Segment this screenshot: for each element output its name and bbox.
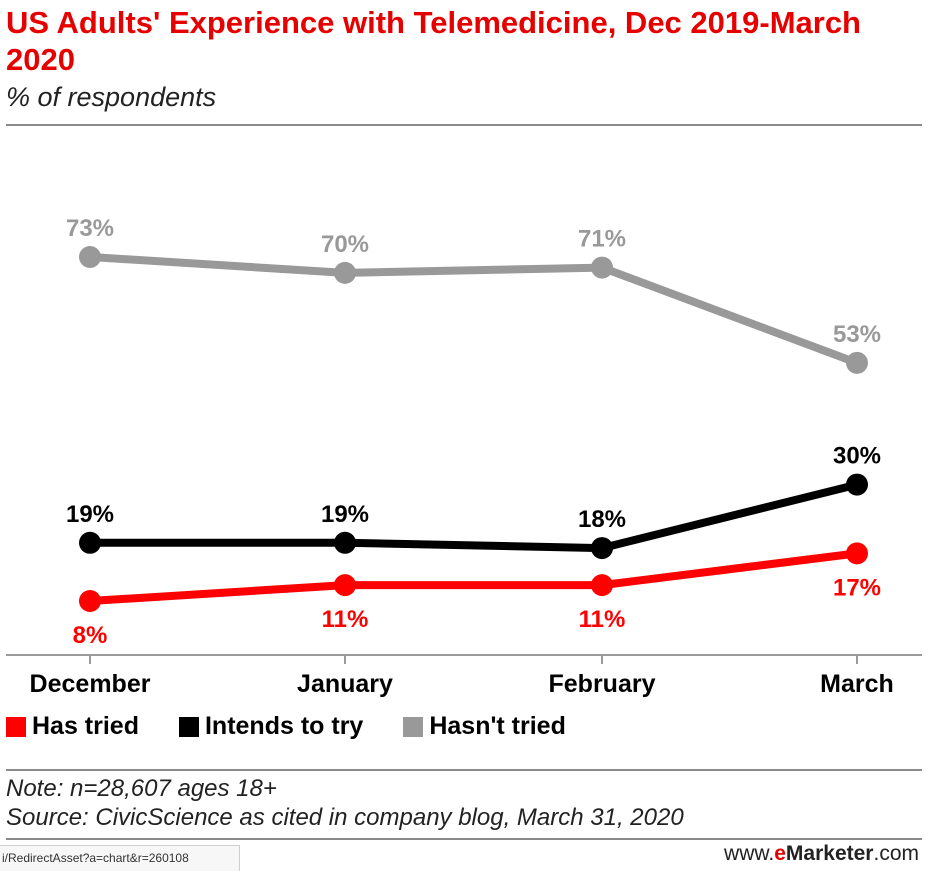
chart-title: US Adults' Experience with Telemedicine,… [6, 5, 861, 77]
chart-notes: Note: n=28,607 ages 18+ Source: CivicSci… [6, 774, 684, 832]
line-chart: December January February March 73% 70% 71% 53%… [6, 215, 922, 698]
data-label-intends-to-try-december: 19% [66, 501, 114, 528]
bottom-divider [6, 838, 922, 840]
series-line-intends-to-try [86, 480, 861, 553]
data-label-has-tried-january: 11% [322, 606, 369, 633]
x-tick-label-january: January [297, 670, 393, 698]
x-tick-label-march: March [820, 670, 894, 698]
data-label-intends-to-try-march: 30% [833, 443, 881, 470]
point-intends-to-try-march [846, 473, 868, 496]
x-tick-label-february: February [549, 670, 656, 698]
series-line-hasn-t-tried [86, 253, 861, 367]
series-line-has-tried [86, 549, 861, 605]
point-hasn-t-tried-january [334, 261, 356, 284]
logo-suffix: .com [873, 842, 919, 865]
point-intends-to-try-december [79, 531, 101, 554]
point-has-tried-december [79, 590, 101, 612]
source-text: Source: CivicScience as cited in company… [6, 804, 684, 831]
chart-subtitle: % of respondents [6, 82, 217, 112]
emarketer-logo: www.eMarketer.com [724, 842, 919, 866]
legend-swatch-hasnt-tried [403, 716, 424, 737]
point-has-tried-march [846, 542, 868, 565]
data-label-intends-to-try-january: 19% [321, 501, 369, 528]
logo-e: e [774, 842, 786, 865]
legend-swatch-has-tried [6, 716, 26, 737]
point-hasn-t-tried-february [591, 256, 613, 279]
x-tick-label-december: December [30, 670, 151, 698]
legend-swatch-intends-to-try [178, 716, 199, 737]
data-label-hasn-t-tried-february: 71% [578, 226, 626, 253]
top-divider [6, 124, 922, 126]
data-label-has-tried-february: 11% [579, 606, 626, 633]
logo-name: Marketer [785, 842, 874, 865]
legend-item-intends-to-try: Intends to try [178, 712, 364, 741]
logo-www: www. [724, 842, 775, 865]
point-has-tried-january [334, 574, 356, 597]
note-text: Note: n=28,607 ages 18+ [6, 775, 277, 802]
data-label-hasn-t-tried-january: 70% [321, 231, 369, 258]
point-intends-to-try-january [334, 531, 356, 554]
data-label-has-tried-december: 8% [73, 622, 108, 649]
chart-legend: Has tried Intends to try Hasn't tried [6, 712, 606, 741]
point-has-tried-february [591, 574, 613, 597]
point-hasn-t-tried-december [79, 246, 101, 268]
legend-label-hasnt-tried: Hasn't tried [429, 712, 566, 740]
data-label-has-tried-march: 17% [833, 574, 881, 601]
data-label-hasn-t-tried-march: 53% [833, 321, 881, 348]
legend-item-has-tried: Has tried [6, 712, 139, 741]
asset-url-tab[interactable]: i/RedirectAsset?a=chart&r=260108 [0, 845, 240, 871]
note-divider [6, 769, 922, 771]
point-intends-to-try-february [591, 537, 613, 560]
legend-label-intends-to-try: Intends to try [204, 712, 364, 740]
legend-label-has-tried: Has tried [32, 712, 139, 740]
legend-item-hasnt-tried: Hasn't tried [403, 712, 566, 741]
data-label-intends-to-try-february: 18% [578, 506, 626, 533]
data-label-hasn-t-tried-december: 73% [66, 215, 114, 242]
point-hasn-t-tried-march [846, 351, 868, 374]
